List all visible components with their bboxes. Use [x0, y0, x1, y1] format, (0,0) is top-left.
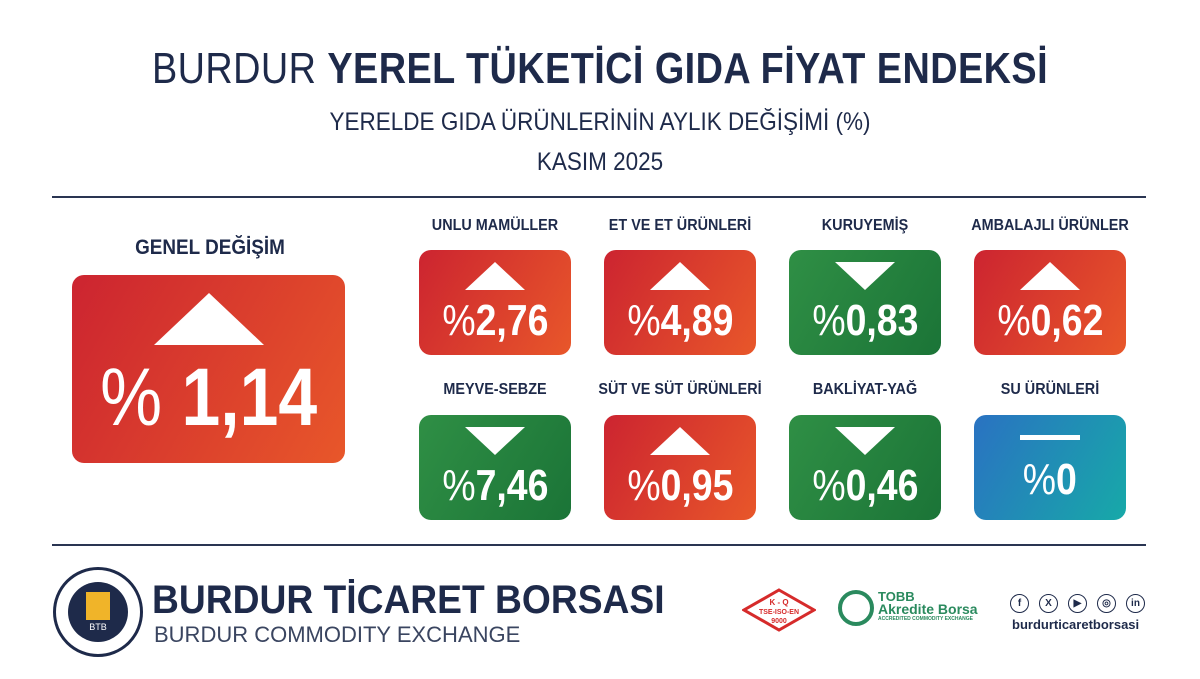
- tobb-ring-icon: [838, 590, 874, 626]
- arrow-down-icon: [835, 262, 895, 290]
- category-card: %2,76: [419, 250, 571, 355]
- category-card: %7,46: [419, 415, 571, 520]
- divider-bottom: [52, 544, 1146, 546]
- category-value: 0: [1056, 455, 1078, 504]
- category-card: %0,62: [974, 250, 1126, 355]
- svg-text:TSE-ISO-EN: TSE-ISO-EN: [759, 609, 799, 616]
- category-card: %0: [974, 415, 1126, 520]
- category-value: 7,46: [475, 461, 549, 510]
- tobb-line3: ACCREDITED COMMODITY EXCHANGE: [878, 616, 973, 622]
- title-bold: YEREL TÜKETİCİ GIDA FİYAT ENDEKSİ: [327, 44, 1049, 93]
- arrow-up-icon: [153, 293, 264, 345]
- tobb-accredited-logo: TOBB Akredite Borsa ACCREDITED COMMODITY…: [838, 589, 978, 626]
- category-card: %0,83: [789, 250, 941, 355]
- divider-top: [52, 196, 1146, 198]
- percent-sign: %: [1022, 455, 1057, 504]
- social-handle[interactable]: burdurticaretborsasi: [1012, 617, 1140, 632]
- linkedin-icon[interactable]: in: [1126, 594, 1145, 613]
- arrow-up-icon: [650, 427, 710, 455]
- arrow-up-icon: [1020, 262, 1080, 290]
- category-value: 4,89: [660, 296, 734, 345]
- org-name: BURDUR TİCARET BORSASI: [152, 578, 665, 622]
- category-label: ET VE ET ÜRÜNLERİ: [608, 217, 752, 234]
- page-title: BURDUR YEREL TÜKETİCİ GIDA FİYAT ENDEKSİ: [84, 44, 1116, 94]
- percent-sign: %: [626, 296, 661, 345]
- category-label: SÜT VE SÜT ÜRÜNLERİ: [598, 381, 762, 398]
- svg-text:K - Q: K - Q: [769, 598, 788, 607]
- category-label: MEYVE-SEBZE: [443, 381, 547, 398]
- arrow-down-icon: [465, 427, 525, 455]
- percent-sign: %: [996, 296, 1031, 345]
- category-value: 0,46: [845, 461, 919, 510]
- seal-abbr: BTB: [89, 622, 107, 632]
- social-links: f X ▶ ◎ in: [1010, 594, 1145, 613]
- category-label: AMBALAJLI ÜRÜNLER: [971, 217, 1129, 234]
- percent-sign: %: [811, 296, 846, 345]
- tse-certificate-logo: K - Q TSE-ISO-EN 9000: [742, 588, 816, 632]
- arrow-down-icon: [835, 427, 895, 455]
- general-card: % 1,14: [72, 275, 345, 463]
- org-name-en: BURDUR COMMODITY EXCHANGE: [154, 622, 521, 647]
- general-value: 1,14: [181, 352, 318, 443]
- percent-sign: %: [626, 461, 661, 510]
- percent-sign: %: [99, 352, 162, 443]
- instagram-icon[interactable]: ◎: [1097, 594, 1116, 613]
- facebook-icon[interactable]: f: [1010, 594, 1029, 613]
- percent-sign: %: [441, 461, 476, 510]
- title-light: BURDUR: [151, 44, 317, 93]
- category-label: BAKLİYAT-YAĞ: [812, 381, 918, 398]
- arrow-up-icon: [650, 262, 710, 290]
- category-label: UNLU MAMÜLLER: [431, 217, 559, 234]
- category-label: SU ÜRÜNLERİ: [1000, 381, 1100, 398]
- category-value: 0,62: [1030, 296, 1104, 345]
- svg-text:9000: 9000: [771, 618, 787, 625]
- percent-sign: %: [441, 296, 476, 345]
- youtube-icon[interactable]: ▶: [1068, 594, 1087, 613]
- btb-seal-logo: BTB: [53, 567, 143, 657]
- percent-sign: %: [811, 461, 846, 510]
- no-change-icon: [1020, 435, 1080, 440]
- x-icon[interactable]: X: [1039, 594, 1058, 613]
- arrow-up-icon: [465, 262, 525, 290]
- tobb-line2: Akredite Borsa: [878, 601, 978, 617]
- category-card: %0,95: [604, 415, 756, 520]
- category-value: 0,95: [660, 461, 734, 510]
- category-card: %0,46: [789, 415, 941, 520]
- category-card: %4,89: [604, 250, 756, 355]
- subtitle: YERELDE GIDA ÜRÜNLERİNİN AYLIK DEĞİŞİMİ …: [329, 108, 871, 136]
- tobb-line1: TOBB: [878, 589, 915, 604]
- category-value: 2,76: [475, 296, 549, 345]
- category-label: KURUYEMİŞ: [821, 217, 909, 234]
- period: KASIM 2025: [536, 148, 664, 176]
- general-label: GENEL DEĞİŞİM: [135, 236, 285, 259]
- category-value: 0,83: [845, 296, 919, 345]
